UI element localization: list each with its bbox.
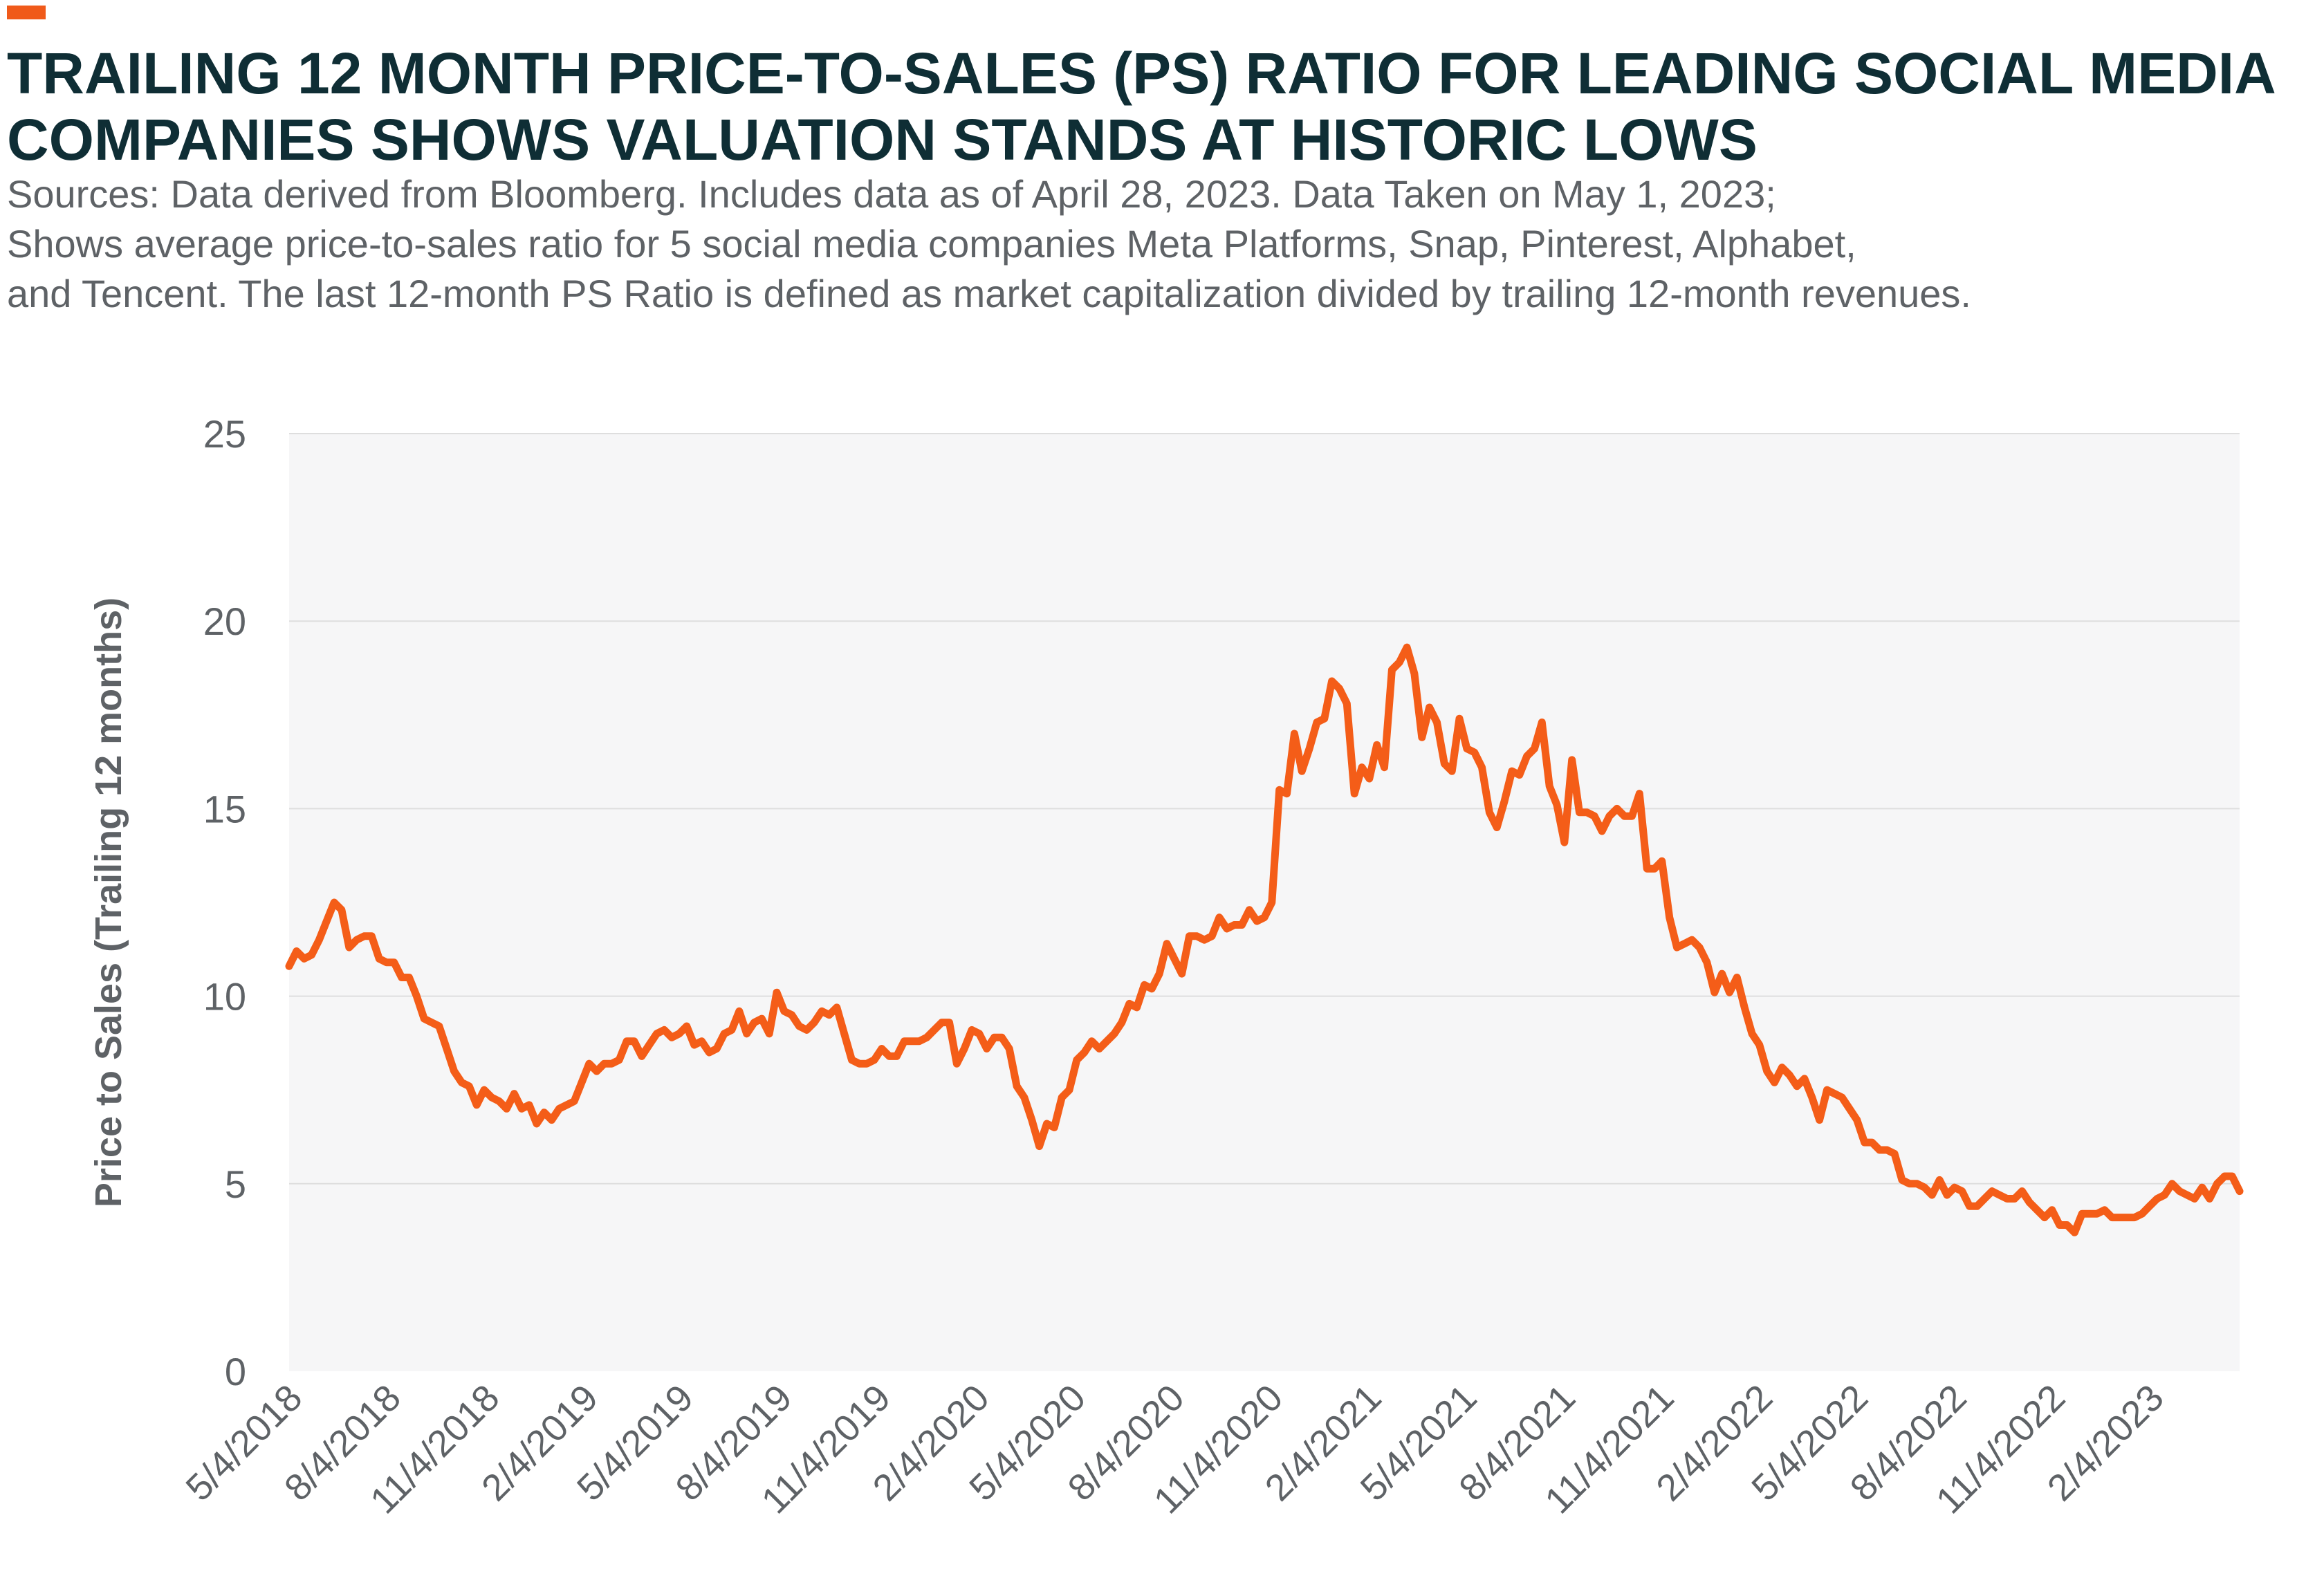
y-tick-label: 5 [225, 1162, 246, 1206]
accent-bar [7, 6, 46, 19]
subtitle-line-3: and Tencent. The last 12-month PS Ratio … [7, 272, 1971, 315]
series-line [285, 643, 2244, 1236]
y-tick-label: 0 [225, 1350, 246, 1393]
title-line-1: TRAILING 12 MONTH PRICE-TO-SALES (PS) RA… [7, 41, 2276, 106]
chart-subtitle: Sources: Data derived from Bloomberg. In… [7, 169, 2289, 319]
x-axis-ticks: 5/4/20188/4/201811/4/20182/4/20195/4/201… [178, 1377, 2171, 1521]
subtitle-line-1: Sources: Data derived from Bloomberg. In… [7, 172, 1776, 216]
plot-area [289, 434, 2240, 1371]
y-axis-label: Price to Sales (Trailing 12 months) [88, 597, 129, 1207]
y-tick-label: 20 [203, 600, 246, 643]
y-axis-ticks: 0 5 10 15 20 25 [203, 412, 246, 1393]
y-tick-label: 15 [203, 787, 246, 831]
y-tick-label: 10 [203, 975, 246, 1019]
subtitle-line-2: Shows average price-to-sales ratio for 5… [7, 222, 1856, 266]
y-tick-label: 25 [203, 412, 246, 456]
title-line-2: COMPANIES SHOWS VALUATION STANDS AT HIST… [7, 107, 1758, 172]
chart-title: TRAILING 12 MONTH PRICE-TO-SALES (PS) RA… [7, 40, 2289, 173]
